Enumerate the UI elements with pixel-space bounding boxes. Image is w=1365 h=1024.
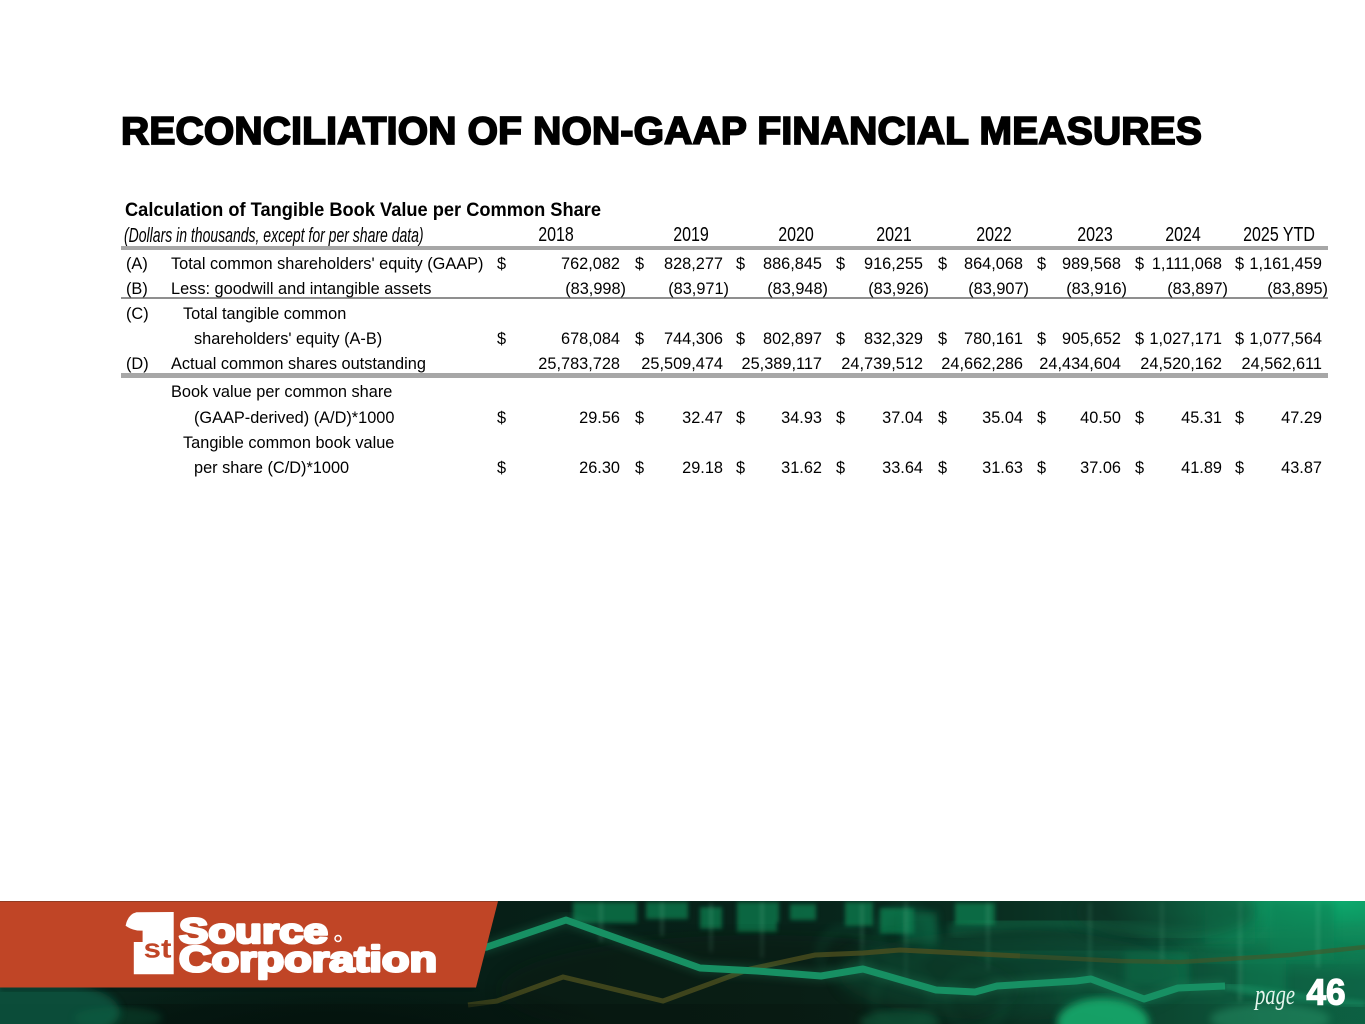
svg-text:Corporation: Corporation: [179, 939, 437, 980]
svg-text:46: 46: [1307, 971, 1346, 1012]
svg-text:Source: Source: [179, 912, 328, 951]
svg-text:st: st: [144, 934, 172, 964]
svg-text:page: page: [1254, 980, 1295, 1011]
